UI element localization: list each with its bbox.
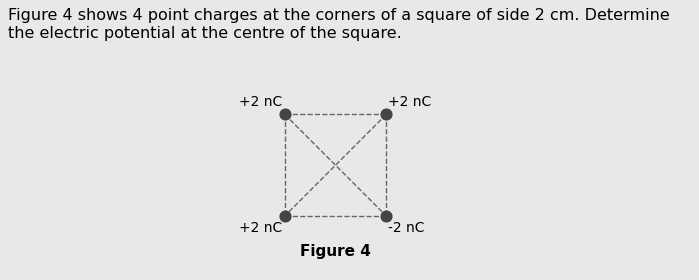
Point [279, 112, 290, 117]
Text: -2 nC: -2 nC [389, 221, 425, 235]
Point [279, 214, 290, 218]
Text: Figure 4: Figure 4 [300, 244, 371, 259]
Text: +2 nC: +2 nC [240, 221, 282, 235]
Text: Figure 4 shows 4 point charges at the corners of a square of side 2 cm. Determin: Figure 4 shows 4 point charges at the co… [8, 8, 670, 41]
Text: +2 nC: +2 nC [389, 95, 431, 109]
Point [381, 112, 392, 117]
Text: +2 nC: +2 nC [240, 95, 282, 109]
Point [381, 214, 392, 218]
